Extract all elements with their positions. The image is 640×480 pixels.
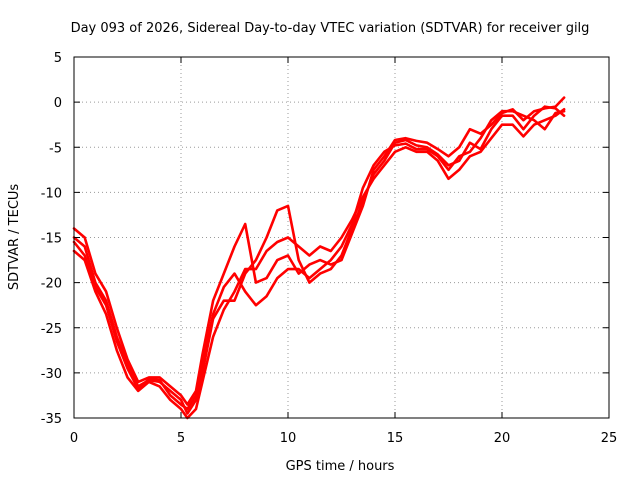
series-layer <box>72 96 566 420</box>
x-tick-label: 25 <box>601 431 618 446</box>
y-tick-label: -15 <box>41 232 62 247</box>
y-tick-label: -5 <box>49 141 62 156</box>
series-line-trace-4 <box>72 109 566 411</box>
y-tick-label: -35 <box>41 412 62 427</box>
x-tick-label: 0 <box>70 431 78 446</box>
chart-title: Day 093 of 2026, Sidereal Day-to-day VTE… <box>71 21 590 36</box>
y-tick-label: -30 <box>41 367 62 382</box>
x-tick-labels: 0 5 10 15 20 25 <box>70 431 617 446</box>
y-tick-label: 0 <box>54 96 62 111</box>
y-tick-label: 5 <box>54 51 62 66</box>
x-axis-label: GPS time / hours <box>286 459 395 474</box>
axis-ticks <box>73 56 610 419</box>
x-tick-label: 10 <box>280 431 297 446</box>
x-tick-label: 20 <box>494 431 511 446</box>
series-line-trace-3 <box>72 96 566 406</box>
y-tick-label: -20 <box>41 277 62 292</box>
y-tick-label: -10 <box>41 186 62 201</box>
series-line-trace-1 <box>72 105 566 415</box>
x-tick-label: 15 <box>387 431 404 446</box>
y-tick-label: -25 <box>41 322 62 337</box>
x-tick-label: 5 <box>177 431 185 446</box>
y-axis-label: SDTVAR / TECUs <box>7 184 22 291</box>
series-line-trace-2 <box>72 108 566 420</box>
y-tick-labels: 5 0 -5 -10 -15 -20 -25 -30 -35 <box>41 51 62 427</box>
